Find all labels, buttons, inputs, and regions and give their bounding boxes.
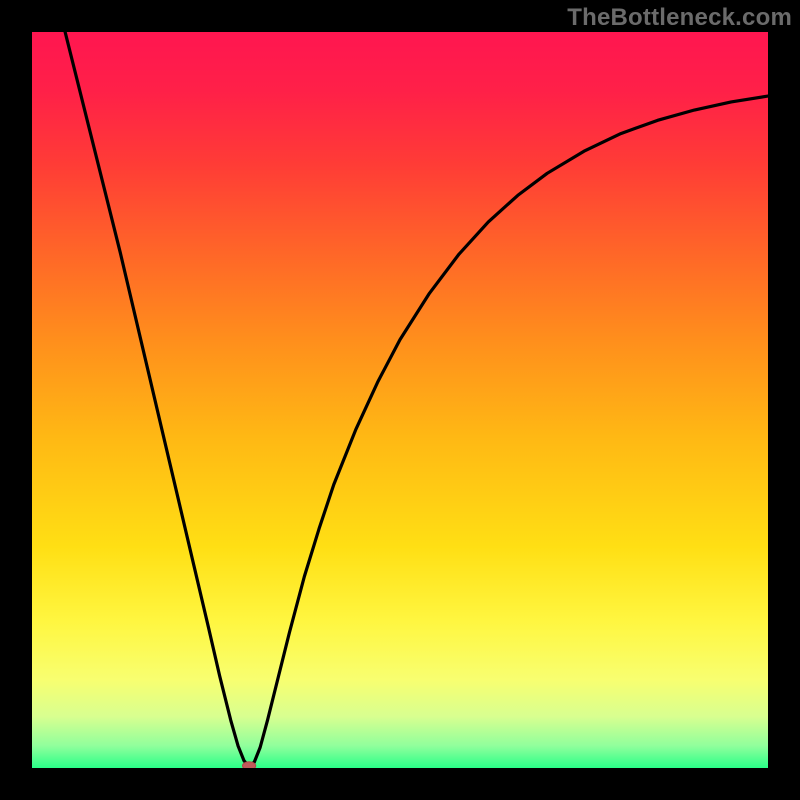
watermark-text: TheBottleneck.com	[567, 4, 792, 32]
chart-container: TheBottleneck.com	[0, 0, 800, 800]
bottleneck-curve-chart	[0, 0, 800, 800]
plot-background	[32, 32, 768, 768]
